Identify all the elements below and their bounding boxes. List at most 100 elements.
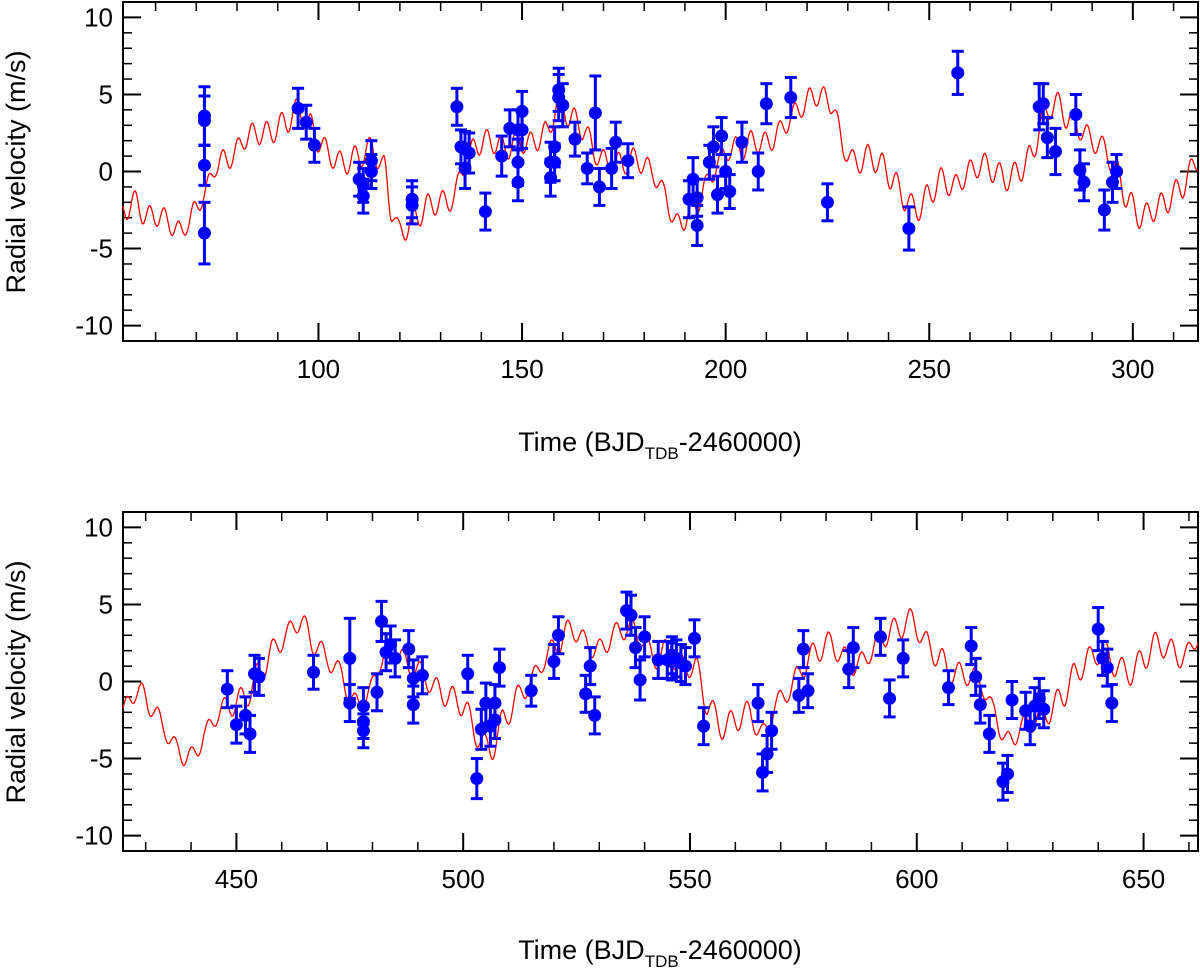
bottom-data-marker <box>1000 767 1014 781</box>
bottom-data-marker <box>873 630 887 644</box>
top-data-point <box>820 182 834 223</box>
bottom-data-marker <box>370 685 384 699</box>
bottom-data-point <box>801 672 815 710</box>
top-data-marker <box>580 161 594 175</box>
bottom-y-tick-label: 10 <box>84 512 113 542</box>
top-data-point <box>1048 126 1062 177</box>
top-data-marker <box>751 165 765 178</box>
bottom-data-marker <box>252 670 266 684</box>
top-x-tick-label: 250 <box>908 354 951 384</box>
bottom-axis-ticks: 450 500 550 600 650 10 5 0 -5 -10 <box>75 512 1198 894</box>
bottom-data-marker <box>1105 696 1119 710</box>
top-y-tick-label: 5 <box>99 79 113 109</box>
top-data-point <box>706 125 720 169</box>
bottom-data-point <box>1037 689 1051 730</box>
top-data-marker <box>548 155 562 169</box>
top-data-point <box>197 200 211 266</box>
bottom-data-marker <box>1037 702 1051 716</box>
top-data-point <box>723 173 737 210</box>
top-data-point <box>197 143 211 187</box>
bottom-data-point <box>220 669 234 710</box>
bottom-data-marker <box>551 628 565 642</box>
top-y-tick-label: -10 <box>75 311 113 341</box>
top-data-marker <box>706 140 720 154</box>
top-data-point <box>495 134 509 178</box>
bottom-data-marker <box>356 724 370 738</box>
bottom-data-marker <box>629 641 643 655</box>
top-data-point <box>307 126 321 164</box>
bottom-data-point <box>551 615 565 656</box>
top-x-tick-label: 200 <box>704 354 747 384</box>
bottom-y-tick-label: -10 <box>75 821 113 851</box>
bottom-data-point <box>388 638 402 679</box>
bottom-data-point <box>796 629 810 670</box>
top-data-point <box>405 185 419 226</box>
bottom-data-marker <box>229 718 243 732</box>
top-data-marker <box>197 114 211 128</box>
top-data-marker <box>495 149 509 163</box>
bottom-data-marker <box>588 708 602 722</box>
bottom-data-marker <box>846 641 860 655</box>
top-data-point <box>621 142 635 180</box>
bottom-data-marker <box>524 684 538 698</box>
bottom-y-axis-title: Radial velocity (m/s) <box>1 560 31 803</box>
bottom-data-point <box>1100 647 1114 688</box>
bottom-y-tick-label: 5 <box>99 589 113 619</box>
bottom-data-marker <box>624 608 638 622</box>
bottom-data-point <box>765 710 779 751</box>
top-data-point <box>735 120 749 164</box>
bottom-data-point <box>243 713 257 754</box>
top-y-axis-title: Radial velocity (m/s) <box>1 50 31 293</box>
bottom-data-marker <box>583 659 597 673</box>
top-data-marker <box>759 97 773 111</box>
top-data-point <box>568 120 582 158</box>
top-data-marker <box>711 188 725 202</box>
top-data-point <box>1069 92 1083 137</box>
top-data-marker <box>609 135 623 149</box>
bottom-data-point <box>1005 680 1019 720</box>
top-data-point <box>902 205 916 252</box>
bottom-data-point <box>406 658 420 699</box>
top-data-marker <box>621 154 635 168</box>
top-data-point <box>478 191 492 232</box>
top-y-tick-label: -5 <box>90 234 113 264</box>
bottom-data-marker <box>307 665 321 679</box>
bottom-data-point <box>1105 683 1119 724</box>
top-data-point <box>450 86 464 127</box>
top-data-marker <box>690 191 704 205</box>
bottom-data-point <box>492 647 506 688</box>
bottom-data-marker <box>415 668 429 682</box>
bottom-data-point <box>1091 606 1105 653</box>
top-data-point <box>605 146 619 190</box>
top-data-points <box>197 49 1124 266</box>
bottom-data-marker <box>488 713 502 727</box>
bottom-data-marker <box>547 654 561 668</box>
bottom-x-tick-label: 650 <box>1122 864 1165 894</box>
bottom-data-marker <box>697 719 711 733</box>
bottom-panel: 450 500 550 600 650 10 5 0 -5 -10 Time (BJDTDB-24… <box>1 511 1199 971</box>
top-axis-ticks: 100 150 200 250 300 10 5 0 -5 -10 <box>75 2 1198 384</box>
top-plot-frame <box>122 1 1199 342</box>
top-data-point <box>711 174 725 215</box>
top-x-axis-title: Time (BJDTDB-2460000) <box>518 427 802 463</box>
bottom-data-point <box>697 706 711 747</box>
top-y-tick-label: 10 <box>84 2 113 32</box>
top-x-tick-label: 100 <box>297 354 340 384</box>
bottom-data-point <box>307 653 321 691</box>
top-data-point <box>1110 153 1124 190</box>
bottom-data-marker <box>220 682 234 696</box>
bottom-data-point <box>547 643 561 680</box>
bottom-data-marker <box>688 631 702 645</box>
bottom-data-marker <box>343 651 357 665</box>
top-data-marker <box>820 195 834 209</box>
bottom-data-point <box>942 669 956 707</box>
top-data-point <box>690 177 704 218</box>
top-data-marker <box>197 158 211 172</box>
top-data-marker <box>299 115 313 129</box>
top-data-marker <box>951 66 965 80</box>
top-data-marker <box>588 106 602 120</box>
top-data-point <box>951 49 965 96</box>
bottom-x-tick-label: 450 <box>215 864 258 894</box>
bottom-data-marker <box>982 727 996 741</box>
bottom-data-marker <box>969 670 983 684</box>
